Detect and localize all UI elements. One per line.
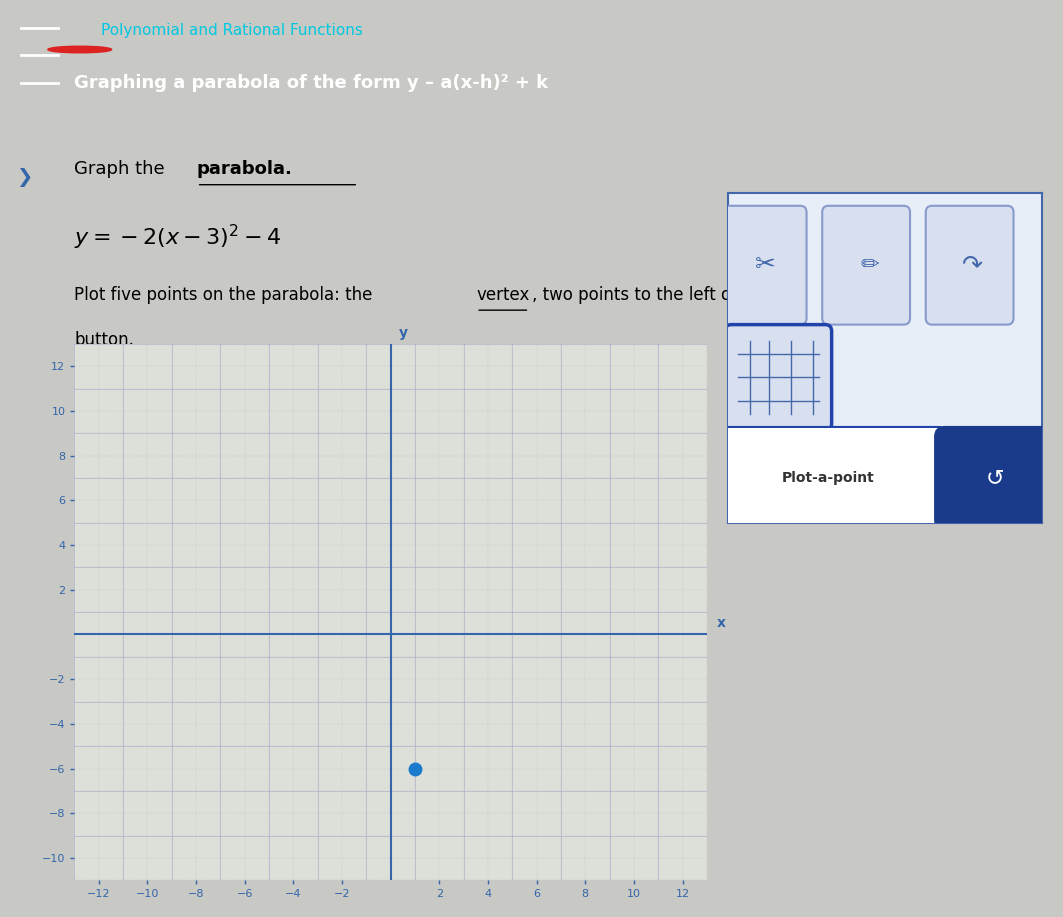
FancyBboxPatch shape bbox=[935, 427, 1054, 529]
FancyBboxPatch shape bbox=[926, 205, 1013, 325]
Text: Plot five points on the parabola: the: Plot five points on the parabola: the bbox=[74, 286, 378, 304]
FancyBboxPatch shape bbox=[715, 427, 948, 529]
Circle shape bbox=[48, 46, 112, 53]
Text: Plot-a-point: Plot-a-point bbox=[782, 471, 875, 485]
FancyBboxPatch shape bbox=[823, 205, 910, 325]
Text: y: y bbox=[400, 326, 408, 340]
Text: Graphing a parabola of the form y – a(x-h)² + k: Graphing a parabola of the form y – a(x-… bbox=[74, 73, 549, 92]
Text: ↷: ↷ bbox=[962, 253, 983, 277]
Text: ✂: ✂ bbox=[756, 253, 776, 277]
Text: ✏: ✏ bbox=[860, 255, 879, 275]
FancyBboxPatch shape bbox=[725, 325, 831, 430]
Text: button.: button. bbox=[74, 330, 134, 348]
Text: ❯: ❯ bbox=[16, 168, 32, 187]
Text: ↺: ↺ bbox=[985, 468, 1005, 488]
Text: $y=-2(x-3)^2-4$: $y=-2(x-3)^2-4$ bbox=[74, 223, 282, 252]
Text: x: x bbox=[716, 615, 726, 630]
Text: , two points to the left of the vertex, and two: , two points to the left of the vertex, … bbox=[532, 286, 905, 304]
FancyBboxPatch shape bbox=[719, 205, 807, 325]
Text: vertex: vertex bbox=[476, 286, 529, 304]
Text: Polynomial and Rational Functions: Polynomial and Rational Functions bbox=[101, 23, 362, 39]
Text: Graph the: Graph the bbox=[74, 160, 171, 179]
Text: parabola.: parabola. bbox=[197, 160, 292, 179]
